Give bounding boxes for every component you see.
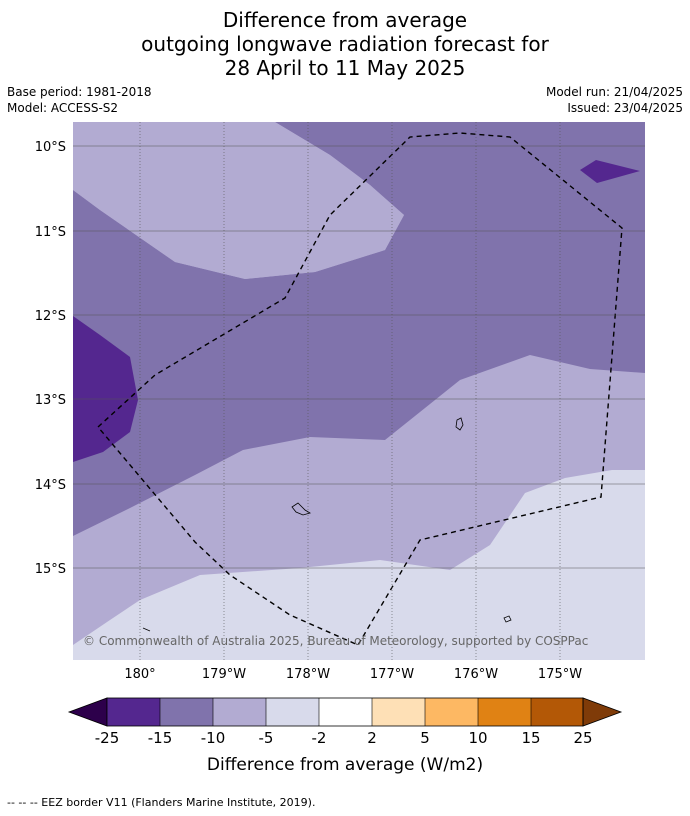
colorbar-tick-6: 2 [367, 729, 377, 747]
lat-label-15s: 15°S [35, 562, 66, 577]
lat-label-11s: 11°S [35, 225, 66, 240]
colorbar-segment-4 [266, 698, 319, 726]
colorbar-label: Difference from average (W/m2) [207, 755, 483, 775]
colorbar-ticks: -25 -15 -10 -5 -2 2 5 10 15 25 [95, 729, 593, 747]
colorbar-segment-1 [107, 698, 160, 726]
colorbar-tick-2: -15 [148, 729, 173, 747]
lat-label-14s: 14°S [35, 478, 66, 493]
colorbar-extend-high [582, 697, 623, 727]
colorbar-segment-8 [478, 698, 531, 726]
latitude-labels: 10°S 11°S 12°S 13°S 14°S 15°S [35, 140, 66, 577]
model-run-text: Model run: 21/04/2025 [545, 85, 683, 99]
colorbar [67, 697, 623, 727]
region-upper-left-light [73, 122, 404, 279]
lon-label-180: 180° [124, 667, 155, 682]
lat-label-10s: 10°S [35, 140, 66, 155]
colorbar-segment-5 [319, 698, 372, 726]
lon-label-176w: 176°W [454, 667, 498, 682]
eez-border [97, 132, 623, 646]
lon-label-177w: 177°W [370, 667, 414, 682]
colorbar-segment-6 [372, 698, 425, 726]
lon-label-179w: 179°W [202, 667, 246, 682]
colorbar-segment-7 [425, 698, 478, 726]
longitude-labels: 180° 179°W 178°W 177°W 176°W 175°W [124, 667, 582, 682]
lat-label-13s: 13°S [35, 393, 66, 408]
meta-right: Model run: 21/04/2025 Issued: 23/04/2025 [546, 84, 683, 116]
colorbar-outline [106, 697, 584, 727]
island-outline-3 [503, 615, 512, 623]
colorbar-tick-8: 10 [468, 729, 487, 747]
lon-label-178w: 178°W [286, 667, 330, 682]
attribution-text: © Commonwealth of Australia 2025, Bureau… [83, 634, 588, 648]
lat-gridlines [73, 145, 645, 569]
region-minus5-to-minus2 [73, 470, 645, 660]
region-less-than-minus15-right [580, 160, 640, 183]
title-line-1: Difference from average [222, 8, 468, 32]
colorbar-segment-3 [213, 698, 266, 726]
island-outline-4 [142, 627, 151, 632]
colorbar-tick-4: -5 [259, 729, 274, 747]
colorbar-tick-10: 25 [573, 729, 592, 747]
lon-label-175w: 175°W [538, 667, 582, 682]
island-outline-2 [291, 502, 311, 516]
base-period-text: Base period: 1981-2018 [7, 85, 152, 99]
issued-text: Issued: 23/04/2025 [567, 101, 683, 115]
region-less-than-minus15-left [73, 316, 138, 462]
colorbar-tick-7: 5 [420, 729, 430, 747]
title-line-3: 28 April to 11 May 2025 [224, 56, 466, 80]
colorbar-segment-9 [531, 698, 583, 726]
colorbar-tick-5: -2 [312, 729, 327, 747]
colorbar-segment-2 [160, 698, 213, 726]
model-text: Model: ACCESS-S2 [7, 101, 119, 115]
map-plot-area: © Commonwealth of Australia 2025, Bureau… [73, 122, 645, 660]
island-outline-1 [455, 417, 464, 431]
title-line-2: outgoing longwave radiation forecast for [141, 32, 549, 56]
map-title: Difference from average outgoing longwav… [0, 8, 690, 80]
colorbar-tick-3: -10 [201, 729, 226, 747]
eez-legend-text: -- -- -- EEZ border V11 (Flanders Marine… [7, 796, 316, 809]
region-minus15-to-minus10 [73, 122, 645, 536]
colorbar-tick-1: -25 [95, 729, 120, 747]
meta-left: Base period: 1981-2018 Model: ACCESS-S2 [7, 84, 152, 116]
lat-label-12s: 12°S [35, 309, 66, 324]
colorbar-extend-low [67, 697, 108, 727]
colorbar-tick-9: 15 [521, 729, 540, 747]
